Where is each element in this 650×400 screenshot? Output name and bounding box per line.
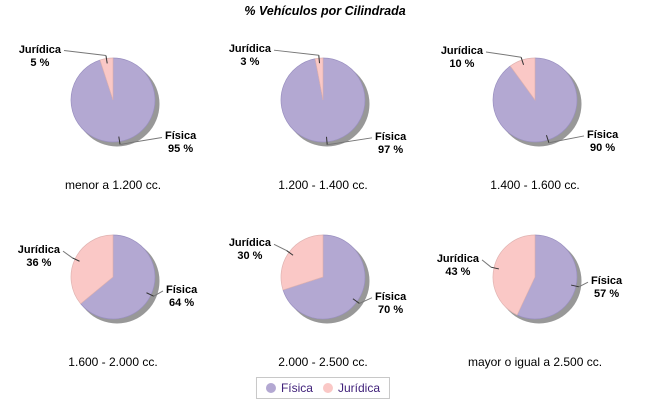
leader-line-juridica: [485, 51, 522, 58]
tick-juridica: [105, 55, 108, 64]
tick-fisica: [146, 292, 154, 297]
leader-line-fisica: [153, 290, 164, 297]
fisica-swatch-icon: [265, 383, 276, 393]
chart-title: % Vehículos por Cilindrada: [244, 4, 406, 18]
leader-line-fisica: [359, 297, 373, 304]
tick-fisica: [545, 135, 550, 143]
legend-label-juridica: Jurídica: [337, 381, 381, 395]
leader-line-juridica: [481, 259, 492, 268]
tick-fisica: [352, 298, 360, 304]
leader-line-fisica: [548, 135, 585, 144]
legend-box: Física Jurídica: [255, 377, 391, 399]
leader-line-fisica: [119, 136, 163, 145]
tick-juridica: [72, 257, 80, 262]
legend-label-fisica: Física: [280, 381, 313, 395]
tick-fisica: [570, 284, 580, 288]
tick-fisica: [325, 136, 328, 145]
legend-item-juridica: Jurídica: [322, 381, 381, 395]
leader-line-juridica: [273, 49, 319, 56]
leader-line-juridica: [62, 250, 73, 259]
leader-line-fisica: [578, 281, 589, 288]
legend-item-fisica: Física: [265, 381, 313, 395]
leader-line-juridica: [273, 243, 287, 251]
tick-juridica: [318, 55, 321, 64]
leader-line-juridica: [63, 50, 107, 57]
juridica-swatch-icon: [322, 383, 333, 393]
tick-juridica: [490, 266, 500, 270]
tick-juridica: [520, 57, 525, 65]
tick-fisica: [118, 136, 121, 145]
tick-juridica: [286, 250, 294, 256]
leader-line-fisica: [327, 137, 373, 146]
